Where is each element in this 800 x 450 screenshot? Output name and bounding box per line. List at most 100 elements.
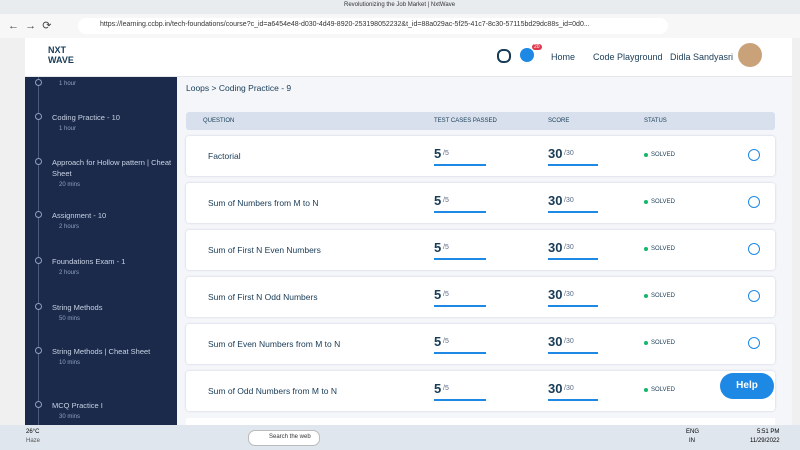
max: /30 bbox=[564, 291, 574, 298]
question: Sum of First N Even Numbers bbox=[208, 245, 321, 255]
question: Sum of Even Numbers from M to N bbox=[208, 339, 341, 349]
sidebar-item[interactable]: MCQ Practice I 30 mins bbox=[25, 397, 177, 425]
logo-bottom: WAVE bbox=[48, 55, 74, 65]
item-duration: 2 hours bbox=[59, 224, 80, 230]
column-header: QUESTION bbox=[203, 118, 235, 124]
open-arrow[interactable] bbox=[748, 196, 760, 208]
question-row[interactable]: Factorial 5/5 30/30 SOLVED bbox=[186, 136, 775, 176]
item-title: Approach for Hollow pattern | Cheat Shee… bbox=[52, 158, 172, 178]
total: /5 bbox=[443, 244, 449, 251]
weather-desc[interactable]: Haze bbox=[26, 438, 41, 444]
column-header: SCORE bbox=[548, 118, 570, 124]
url: https://learning.ccbp.in/tech-foundation… bbox=[100, 21, 590, 28]
max: /30 bbox=[564, 197, 574, 204]
timeline-dot bbox=[35, 347, 42, 354]
max: /30 bbox=[564, 385, 574, 392]
item-title: String Methods | Cheat Sheet bbox=[52, 347, 151, 356]
badge: 20 bbox=[532, 44, 542, 50]
logo[interactable]: NXT WAVE bbox=[48, 45, 74, 65]
avatar[interactable] bbox=[738, 43, 762, 67]
timeline-dot bbox=[35, 211, 42, 218]
course-sidebar: 1 hour Coding Practice - 10 1 hour Approach… bbox=[25, 77, 177, 425]
score-bar bbox=[548, 164, 598, 166]
question-row[interactable]: Sum of Even Numbers from M to N 5/5 30/30 S… bbox=[186, 324, 775, 364]
browser-sidebar bbox=[0, 38, 26, 425]
open-arrow[interactable] bbox=[748, 290, 760, 302]
total: /5 bbox=[443, 385, 449, 392]
item-duration: 1 hour bbox=[59, 81, 77, 87]
open-arrow[interactable] bbox=[748, 337, 760, 349]
sidebar-item[interactable]: Approach for Hollow pattern | Cheat Shee… bbox=[25, 154, 177, 194]
sidebar-item[interactable]: Assignment - 10 2 hours bbox=[25, 207, 177, 247]
total: /5 bbox=[443, 197, 449, 204]
sidebar-item[interactable]: String Methods | Cheat Sheet 10 mins bbox=[25, 343, 177, 383]
lang[interactable]: ENG bbox=[686, 429, 700, 435]
score-bar bbox=[548, 258, 598, 260]
timeline-dot bbox=[35, 79, 42, 86]
item-duration: 1 hour bbox=[59, 126, 77, 132]
status: SOLVED bbox=[651, 152, 675, 158]
score: 30 bbox=[548, 146, 563, 161]
score: 30 bbox=[548, 240, 563, 255]
chat-icon[interactable] bbox=[520, 48, 534, 62]
nav-buttons[interactable]: ← → ⟳ bbox=[8, 20, 52, 32]
nav-code-playground[interactable]: Code Playground bbox=[593, 52, 663, 62]
item-title: String Methods bbox=[52, 303, 103, 312]
passed: 5 bbox=[434, 240, 442, 255]
table-header bbox=[186, 112, 775, 130]
status: SOLVED bbox=[651, 293, 675, 299]
progress-bar bbox=[434, 258, 486, 260]
timeline-dot bbox=[35, 158, 42, 165]
nav-home[interactable]: Home bbox=[551, 52, 576, 62]
item-duration: 20 mins bbox=[59, 182, 81, 188]
time[interactable]: 5:51 PM bbox=[757, 429, 780, 435]
date[interactable]: 11/29/2022 bbox=[750, 438, 780, 444]
open-arrow[interactable] bbox=[748, 243, 760, 255]
search-box[interactable]: Search the web bbox=[248, 430, 320, 446]
help-button[interactable]: Help bbox=[720, 373, 774, 399]
timer-icon[interactable] bbox=[497, 49, 511, 63]
sidebar-item[interactable]: 1 hour bbox=[25, 77, 177, 117]
question-row-partial bbox=[186, 418, 775, 425]
item-duration: 30 mins bbox=[59, 414, 81, 420]
status-dot bbox=[644, 341, 648, 345]
breadcrumb: Loops > Coding Practice - 9 bbox=[186, 83, 292, 93]
scrollbar[interactable] bbox=[792, 38, 800, 425]
passed: 5 bbox=[434, 287, 442, 302]
score-bar bbox=[548, 399, 598, 401]
progress-bar bbox=[434, 399, 486, 401]
total: /5 bbox=[443, 338, 449, 345]
status: SOLVED bbox=[651, 246, 675, 252]
user-name[interactable]: Didla Sandyasri bbox=[670, 52, 734, 62]
sidebar-item[interactable]: String Methods 50 mins bbox=[25, 299, 177, 339]
question-row[interactable]: Sum of First N Odd Numbers 5/5 30/30 SOLVED bbox=[186, 277, 775, 317]
passed: 5 bbox=[434, 193, 442, 208]
taskbar bbox=[0, 425, 800, 450]
item-title: Coding Practice - 10 bbox=[52, 113, 120, 122]
question-row[interactable]: Sum of Odd Numbers from M to N 5/5 30/30 SO… bbox=[186, 371, 775, 411]
column-header: TEST CASES PASSED bbox=[434, 118, 497, 124]
max: /30 bbox=[564, 244, 574, 251]
region[interactable]: IN bbox=[689, 438, 695, 444]
passed: 5 bbox=[434, 381, 442, 396]
status-dot bbox=[644, 153, 648, 157]
item-duration: 10 mins bbox=[59, 360, 81, 366]
question-row[interactable]: Sum of First N Even Numbers 5/5 30/30 SOLVE… bbox=[186, 230, 775, 270]
sidebar-item[interactable]: Coding Practice - 10 1 hour bbox=[25, 109, 177, 149]
status: SOLVED bbox=[651, 340, 675, 346]
weather-temp[interactable]: 26°C bbox=[26, 429, 40, 435]
open-arrow[interactable] bbox=[748, 149, 760, 161]
max: /30 bbox=[564, 338, 574, 345]
score-bar bbox=[548, 352, 598, 354]
sidebar-item[interactable]: Foundations Exam - 1 2 hours bbox=[25, 253, 177, 293]
question: Factorial bbox=[208, 151, 241, 161]
item-title: Foundations Exam - 1 bbox=[52, 257, 126, 266]
passed: 5 bbox=[434, 146, 442, 161]
status-dot bbox=[644, 294, 648, 298]
status: SOLVED bbox=[651, 387, 675, 393]
address-bar[interactable]: https://learning.ccbp.in/tech-foundation… bbox=[78, 18, 668, 34]
timeline-dot bbox=[35, 303, 42, 310]
tab-title[interactable]: Revolutionizing the Job Market | NxtWave bbox=[344, 2, 456, 8]
question-row[interactable]: Sum of Numbers from M to N 5/5 30/30 SOLVED bbox=[186, 183, 775, 223]
status: SOLVED bbox=[651, 199, 675, 205]
